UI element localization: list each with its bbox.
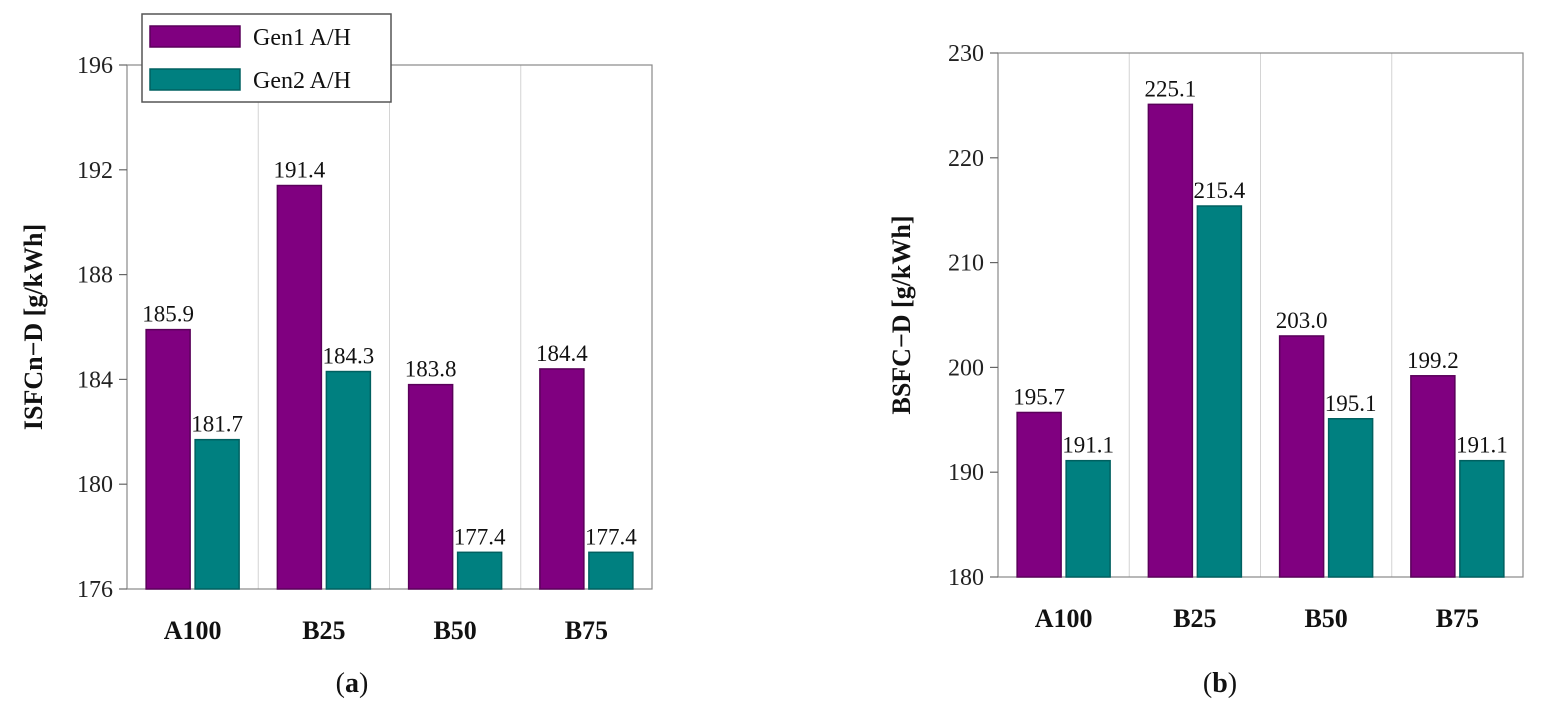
caption-open: ( [1203, 668, 1212, 699]
y-tick-label: 180 [77, 472, 113, 498]
panel-caption: (a) [336, 668, 369, 699]
data-label: 177.4 [454, 524, 506, 549]
y-tick-label: 176 [77, 577, 113, 603]
y-tick-label: 196 [77, 53, 113, 79]
bar-gen2 [1065, 459, 1111, 578]
legend-label: Gen2 A/H [253, 68, 351, 94]
bar-gen1 [407, 383, 454, 590]
x-category-label: B50 [433, 616, 476, 645]
data-label: 203.0 [1276, 308, 1328, 333]
panel-caption: (b) [1203, 668, 1237, 699]
data-label: 191.1 [1062, 433, 1114, 458]
caption-open: ( [336, 668, 345, 699]
x-category-label: A100 [1035, 604, 1093, 633]
x-category-label: B75 [1436, 604, 1479, 633]
y-tick-label: 184 [77, 367, 113, 393]
bar-gen1 [539, 368, 585, 590]
data-label: 195.7 [1013, 384, 1065, 409]
data-label: 177.4 [585, 524, 637, 549]
x-category-label: B50 [1304, 604, 1347, 633]
chart-panel-a: 176 180 184 188 192 196 ISFCn−D [g/kWh] 185.9 18… [19, 53, 653, 699]
bar-gen2 [325, 370, 372, 590]
caption-close: ) [359, 668, 368, 699]
y-axis-label: BSFC−D [g/kWh] [887, 215, 916, 414]
bar-gen1 [1410, 375, 1456, 578]
y-tick-label: 210 [948, 251, 984, 277]
caption-close: ) [1228, 668, 1237, 699]
data-label: 215.4 [1194, 178, 1246, 203]
legend-swatch-gen1 [149, 25, 241, 48]
data-label: 185.9 [142, 302, 194, 327]
plot-frame [997, 52, 1524, 578]
data-label: 184.3 [323, 344, 375, 369]
bar-gen2 [1459, 459, 1505, 578]
x-category-label: A100 [164, 616, 222, 645]
y-tick-label: 220 [948, 146, 984, 172]
bar-gen1 [276, 184, 323, 590]
x-category-label: B75 [565, 616, 608, 645]
data-label: 183.8 [405, 357, 457, 382]
data-label: 225.1 [1145, 76, 1197, 101]
data-label: 191.4 [274, 158, 326, 183]
bar-gen1 [145, 328, 191, 590]
bar-gen2 [588, 551, 634, 590]
bar-gen2 [194, 438, 240, 590]
data-label: 184.4 [536, 341, 588, 366]
data-label: 199.2 [1407, 348, 1459, 373]
y-tick-label: 190 [948, 460, 984, 486]
legend: Gen1 A/H Gen2 A/H [141, 13, 392, 103]
bar-gen2 [1196, 205, 1243, 578]
bar-gen1 [1147, 103, 1194, 578]
data-label: 195.1 [1325, 391, 1377, 416]
legend-label: Gen1 A/H [253, 25, 351, 51]
chart-panel-b: 180 190 200 210 220 230 BSFC−D [g/kWh] 195.7 191… [887, 41, 1524, 699]
x-category-label: B25 [302, 616, 345, 645]
y-tick-label: 188 [77, 263, 113, 289]
y-tick-label: 180 [948, 565, 984, 591]
caption-letter: a [345, 668, 359, 699]
y-axis-label: ISFCn−D [g/kWh] [19, 224, 48, 430]
caption-letter: b [1212, 668, 1228, 699]
y-tick-label: 192 [77, 158, 113, 184]
y-tick-label: 200 [948, 355, 984, 381]
bar-gen1 [1016, 411, 1062, 578]
y-tick-label: 230 [948, 41, 984, 67]
bar-gen1 [1278, 335, 1325, 578]
bar-gen2 [1327, 418, 1374, 578]
data-label: 181.7 [191, 412, 243, 437]
bar-gen2 [456, 551, 503, 590]
x-category-label: B25 [1173, 604, 1216, 633]
legend-swatch-gen2 [149, 68, 241, 91]
data-label: 191.1 [1456, 433, 1508, 458]
